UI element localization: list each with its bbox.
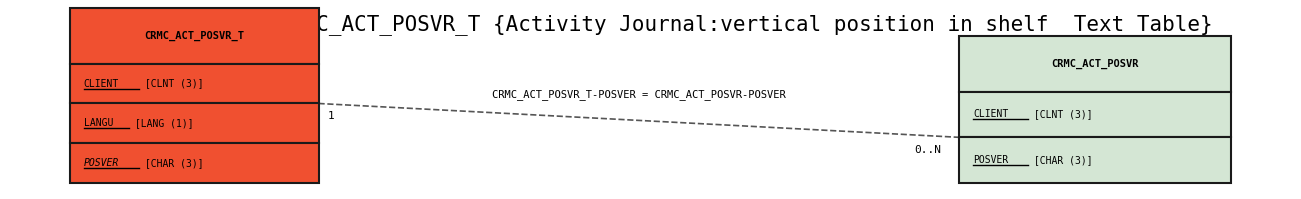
Bar [69,8,319,64]
Text: CRMC_ACT_POSVR_T-POSVER = CRMC_ACT_POSVR-POSVER: CRMC_ACT_POSVR_T-POSVER = CRMC_ACT_POSVR… [492,90,786,100]
Text: [CHAR (3)]: [CHAR (3)] [138,158,203,168]
Text: 0..N: 0..N [915,145,941,155]
Text: [CHAR (3)]: [CHAR (3)] [1028,155,1093,165]
Text: CLIENT: CLIENT [973,109,1008,119]
Text: CRMC_ACT_POSVR_T: CRMC_ACT_POSVR_T [144,31,245,41]
Bar [69,103,319,143]
Text: CRMC_ACT_POSVR: CRMC_ACT_POSVR [1051,59,1138,69]
Text: 1: 1 [328,111,334,121]
Text: CLIENT: CLIENT [83,79,118,89]
Text: POSVER: POSVER [973,155,1008,165]
Bar [69,64,319,103]
Text: [CLNT (3)]: [CLNT (3)] [1028,109,1093,119]
Text: [CLNT (3)]: [CLNT (3)] [138,79,203,89]
Bar [959,92,1232,137]
Bar [69,143,319,183]
Bar [959,137,1232,183]
Bar [959,36,1232,92]
Text: LANGU: LANGU [83,118,113,128]
Text: POSVER: POSVER [83,158,118,168]
Text: SAP ABAP table CRMC_ACT_POSVR_T {Activity Journal:vertical position in shelf  Te: SAP ABAP table CRMC_ACT_POSVR_T {Activit… [88,14,1213,35]
Text: [LANG (1)]: [LANG (1)] [129,118,194,128]
